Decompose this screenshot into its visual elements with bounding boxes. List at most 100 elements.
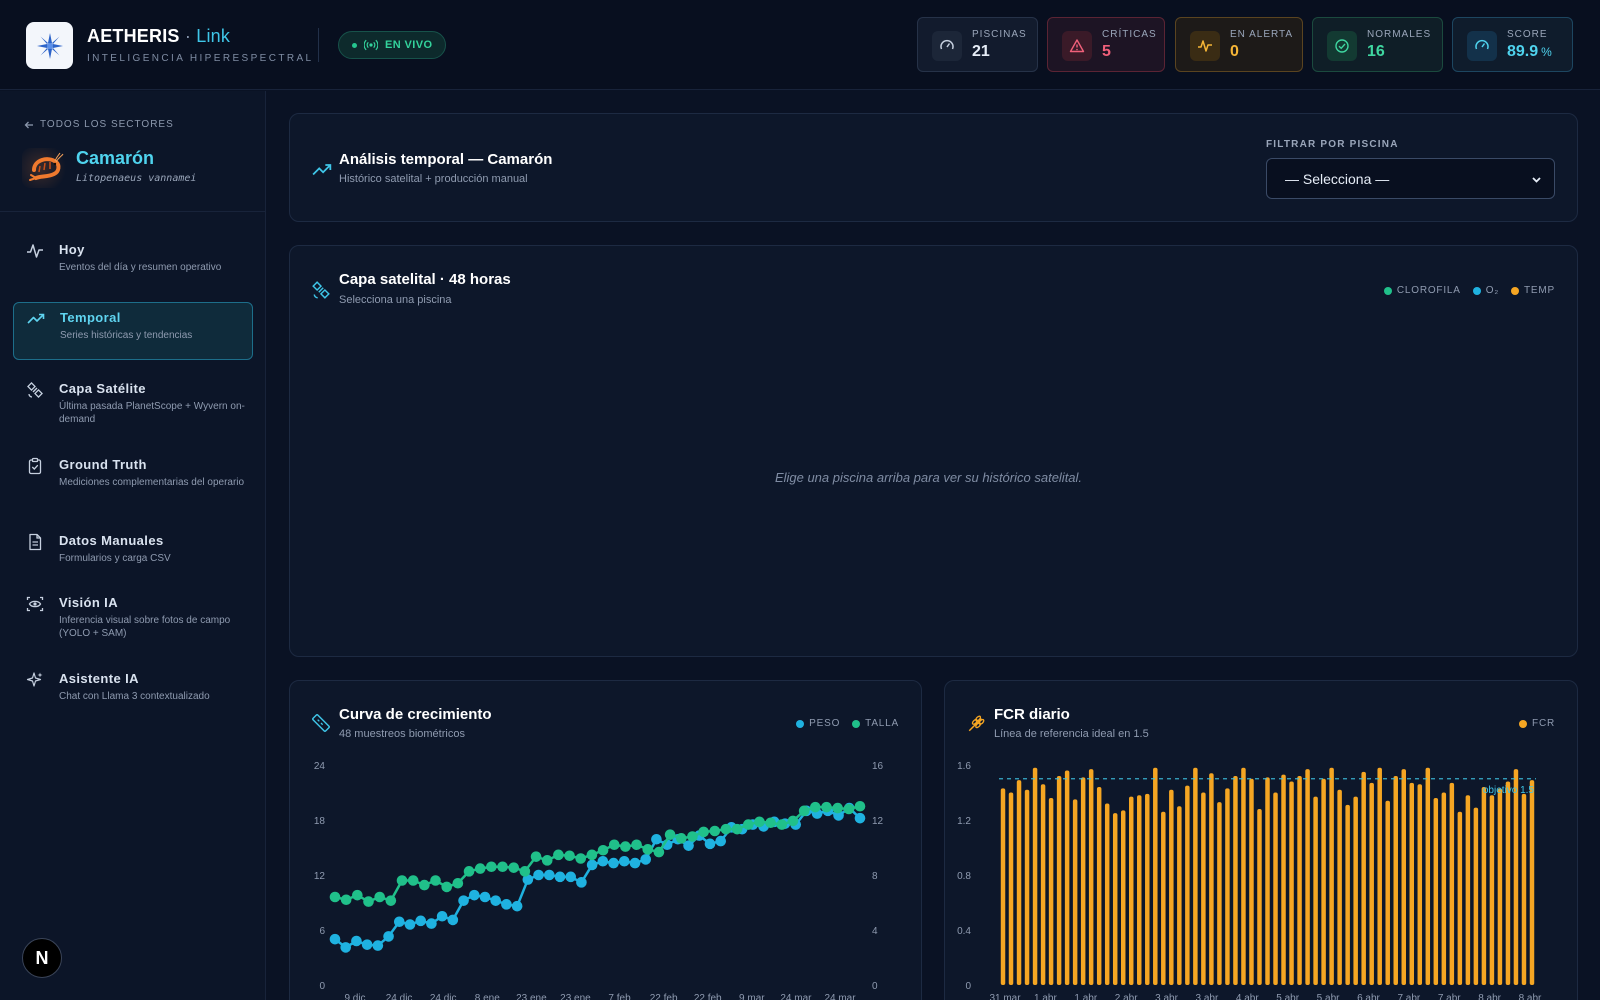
satellite-legend: CLOROFILA O₂ TEMP bbox=[1383, 285, 1555, 296]
data-point-peso bbox=[351, 935, 362, 947]
pool-select[interactable]: — Selecciona — bbox=[1266, 158, 1555, 199]
fcr-bar bbox=[1024, 789, 1030, 985]
brand-link-label: Link bbox=[196, 26, 231, 46]
data-point-peso bbox=[715, 835, 727, 847]
data-point-peso bbox=[490, 895, 502, 906]
fcr-bar bbox=[1193, 767, 1198, 985]
data-point-peso bbox=[576, 877, 587, 888]
data-point-talla bbox=[787, 815, 799, 827]
warning-icon bbox=[1062, 31, 1092, 61]
brand-subtitle: INTELIGENCIA HIPERESPECTRAL bbox=[87, 53, 314, 64]
dev-tools-badge[interactable]: N bbox=[22, 938, 62, 978]
nav-desc: Series históricas y tendencias bbox=[60, 330, 193, 341]
nav-item-asistente-ia[interactable]: Asistente IA Chat con Llama 3 contextual… bbox=[13, 664, 253, 710]
data-point-peso bbox=[554, 871, 566, 883]
fcr-bar bbox=[1489, 795, 1495, 985]
fcr-bar bbox=[1265, 777, 1270, 985]
nav-item-vision-ia[interactable]: Visión IA Inferencia visual sobre fotos … bbox=[13, 588, 253, 646]
x-tick-label: 9 mar bbox=[739, 993, 765, 1000]
y-tick-right: 0 bbox=[872, 981, 878, 992]
x-tick-label: 9 dic bbox=[344, 993, 365, 1000]
fcr-legend: FCR bbox=[1519, 718, 1555, 729]
fcr-bar bbox=[1273, 792, 1278, 985]
data-point-talla bbox=[843, 803, 855, 815]
fcr-bar bbox=[1104, 803, 1110, 985]
fcr-bar bbox=[1096, 787, 1102, 985]
gauge-icon bbox=[932, 31, 962, 61]
nav-item-temporal[interactable]: Temporal Series históricas y tendencias bbox=[13, 302, 253, 360]
data-point-talla bbox=[765, 817, 776, 829]
kpi-label: PISCINAS bbox=[972, 29, 1027, 40]
fcr-bar bbox=[1249, 778, 1254, 985]
fcr-bar bbox=[1169, 789, 1174, 985]
data-point-talla bbox=[687, 831, 698, 842]
nav-desc: Eventos del día y resumen operativo bbox=[59, 262, 222, 273]
fcr-bar bbox=[1088, 769, 1094, 985]
current-sector: Camarón Litopenaeus vannamei bbox=[22, 146, 252, 194]
fcr-bar bbox=[1473, 807, 1479, 985]
fcr-bar bbox=[1505, 781, 1511, 985]
x-tick-label: 24 mar bbox=[824, 993, 856, 1000]
app-logo[interactable] bbox=[26, 22, 73, 69]
fcr-bar bbox=[1129, 796, 1134, 985]
fcr-bar bbox=[1425, 767, 1431, 985]
data-point-peso bbox=[436, 910, 448, 922]
x-tick-label: 8 abr bbox=[1519, 993, 1542, 1000]
x-tick-label: 5 abr bbox=[1276, 993, 1299, 1000]
fcr-bar bbox=[1297, 776, 1302, 985]
reference-label: objetivo 1.5 bbox=[1483, 785, 1535, 796]
data-point-peso bbox=[479, 891, 491, 903]
back-to-sectors-link[interactable]: TODOS LOS SECTORES bbox=[24, 119, 174, 130]
fcr-bar bbox=[1417, 784, 1423, 985]
shrimp-icon bbox=[22, 148, 68, 188]
data-point-talla bbox=[586, 849, 598, 861]
legend-item-temp: TEMP bbox=[1511, 285, 1555, 296]
satellite-icon bbox=[312, 281, 330, 299]
satellite-empty-message: Elige una piscina arriba para ver su his… bbox=[774, 470, 1083, 485]
fcr-bar bbox=[1233, 776, 1238, 985]
fcr-bar bbox=[1377, 767, 1382, 985]
nav-item-hoy[interactable]: Hoy Eventos del día y resumen operativo bbox=[13, 235, 253, 287]
kpi-criticas[interactable]: CRÍTICAS 5 bbox=[1047, 17, 1165, 72]
data-point-talla bbox=[497, 861, 508, 873]
sidebar: TODOS LOS SECTORES Camarón Litopenaeus v… bbox=[0, 91, 266, 1000]
kpi-normales[interactable]: NORMALES 16 bbox=[1312, 17, 1443, 72]
brand: AETHERIS · Link INTELIGENCIA HIPERESPECT… bbox=[87, 26, 314, 64]
x-tick-label: 24 mar bbox=[780, 993, 812, 1000]
nav-item-ground-truth[interactable]: Ground Truth Mediciones complementarias … bbox=[13, 450, 253, 508]
fcr-bar bbox=[1497, 788, 1503, 985]
data-point-talla bbox=[441, 881, 453, 893]
pool-select-value: — Selecciona — bbox=[1285, 171, 1390, 187]
y-tick: 0 bbox=[965, 981, 971, 992]
data-point-peso bbox=[651, 833, 662, 845]
kpi-piscinas[interactable]: PISCINAS 21 bbox=[917, 17, 1038, 72]
data-point-peso bbox=[404, 919, 416, 930]
data-point-peso bbox=[468, 889, 480, 901]
fcr-bar bbox=[1072, 799, 1078, 985]
live-status-badge: EN VIVO bbox=[338, 31, 447, 59]
x-tick-label: 24 dic bbox=[386, 993, 413, 1000]
data-point-talla bbox=[553, 849, 564, 861]
kpi-en-alerta[interactable]: EN ALERTA 0 bbox=[1175, 17, 1303, 72]
nav-title: Temporal bbox=[60, 310, 121, 325]
kpi-score[interactable]: SCORE 89.9% bbox=[1452, 17, 1573, 72]
nav-item-capa-satelite[interactable]: Capa Satélite Última pasada PlanetScope … bbox=[13, 374, 253, 432]
nav-item-datos-manuales[interactable]: Datos Manuales Formularios y carga CSV bbox=[13, 526, 253, 572]
data-point-peso bbox=[426, 918, 437, 929]
fcr-bar bbox=[1056, 776, 1062, 985]
data-point-peso bbox=[383, 931, 394, 942]
fcr-bar bbox=[1401, 769, 1406, 985]
fcr-bar bbox=[1329, 767, 1334, 985]
kpi-value: 16 bbox=[1367, 43, 1385, 60]
fcr-bar bbox=[1345, 804, 1350, 985]
fcr-bar bbox=[1353, 796, 1358, 985]
data-point-talla bbox=[709, 825, 721, 837]
data-point-talla bbox=[821, 801, 832, 813]
legend-item-clorofila: CLOROFILA bbox=[1383, 285, 1461, 296]
data-point-peso bbox=[629, 857, 641, 869]
kpi-label: SCORE bbox=[1507, 29, 1548, 40]
data-point-talla bbox=[486, 861, 497, 873]
fcr-bar bbox=[1137, 795, 1142, 985]
fcr-bar bbox=[1161, 811, 1166, 985]
legend-item-fcr: FCR bbox=[1519, 718, 1555, 729]
